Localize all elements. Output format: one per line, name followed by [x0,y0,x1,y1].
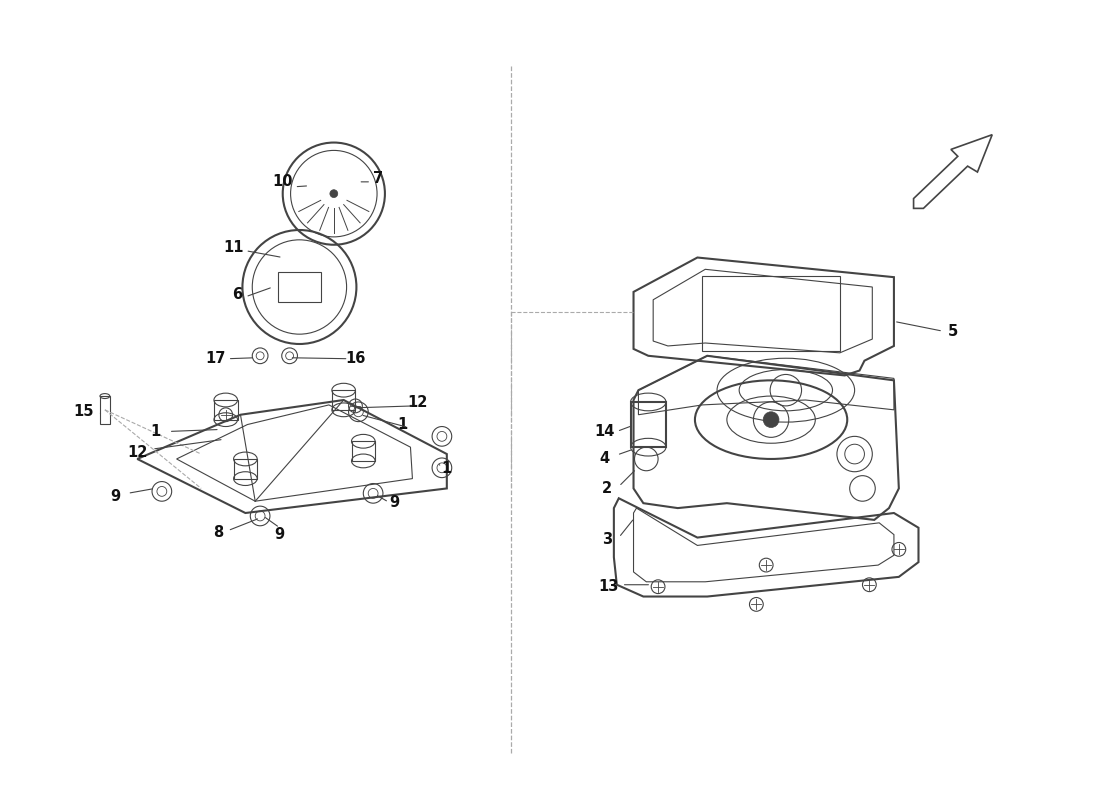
Text: 4: 4 [600,451,609,466]
Text: 1: 1 [397,417,408,432]
Text: 8: 8 [212,525,223,540]
Text: 7: 7 [373,171,383,186]
Text: 11: 11 [223,240,244,255]
Text: 3: 3 [602,532,612,547]
Text: 2: 2 [602,481,612,496]
Text: 9: 9 [275,527,285,542]
Text: 9: 9 [111,489,121,504]
Text: 1: 1 [442,462,452,476]
Text: 12: 12 [128,445,147,459]
Circle shape [763,412,779,427]
Text: 9: 9 [389,494,399,510]
Text: 17: 17 [206,351,227,366]
Text: 6: 6 [232,287,243,302]
Text: 5: 5 [948,324,958,338]
Text: 15: 15 [73,404,94,419]
Text: 12: 12 [407,395,428,410]
Text: 10: 10 [273,174,293,190]
Text: 1: 1 [150,424,161,439]
Text: 14: 14 [594,424,614,439]
Circle shape [330,190,338,198]
Text: 13: 13 [598,579,619,594]
Text: 16: 16 [345,351,365,366]
